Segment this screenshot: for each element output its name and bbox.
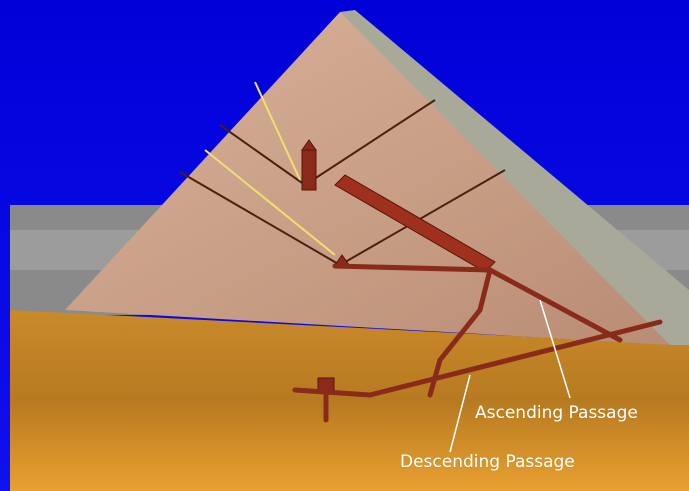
label-ascending: Ascending Passage (475, 403, 638, 423)
pyramid-diagram: Ascending Passage Descending Passage (0, 0, 689, 491)
page: {"annotations": {"ascending": "Ascending… (0, 0, 689, 491)
label-descending: Descending Passage (400, 452, 575, 472)
